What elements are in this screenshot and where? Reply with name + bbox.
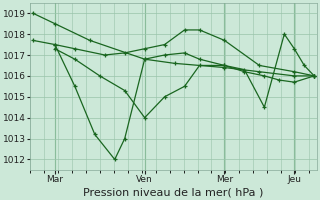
X-axis label: Pression niveau de la mer( hPa ): Pression niveau de la mer( hPa ) xyxy=(84,187,264,197)
